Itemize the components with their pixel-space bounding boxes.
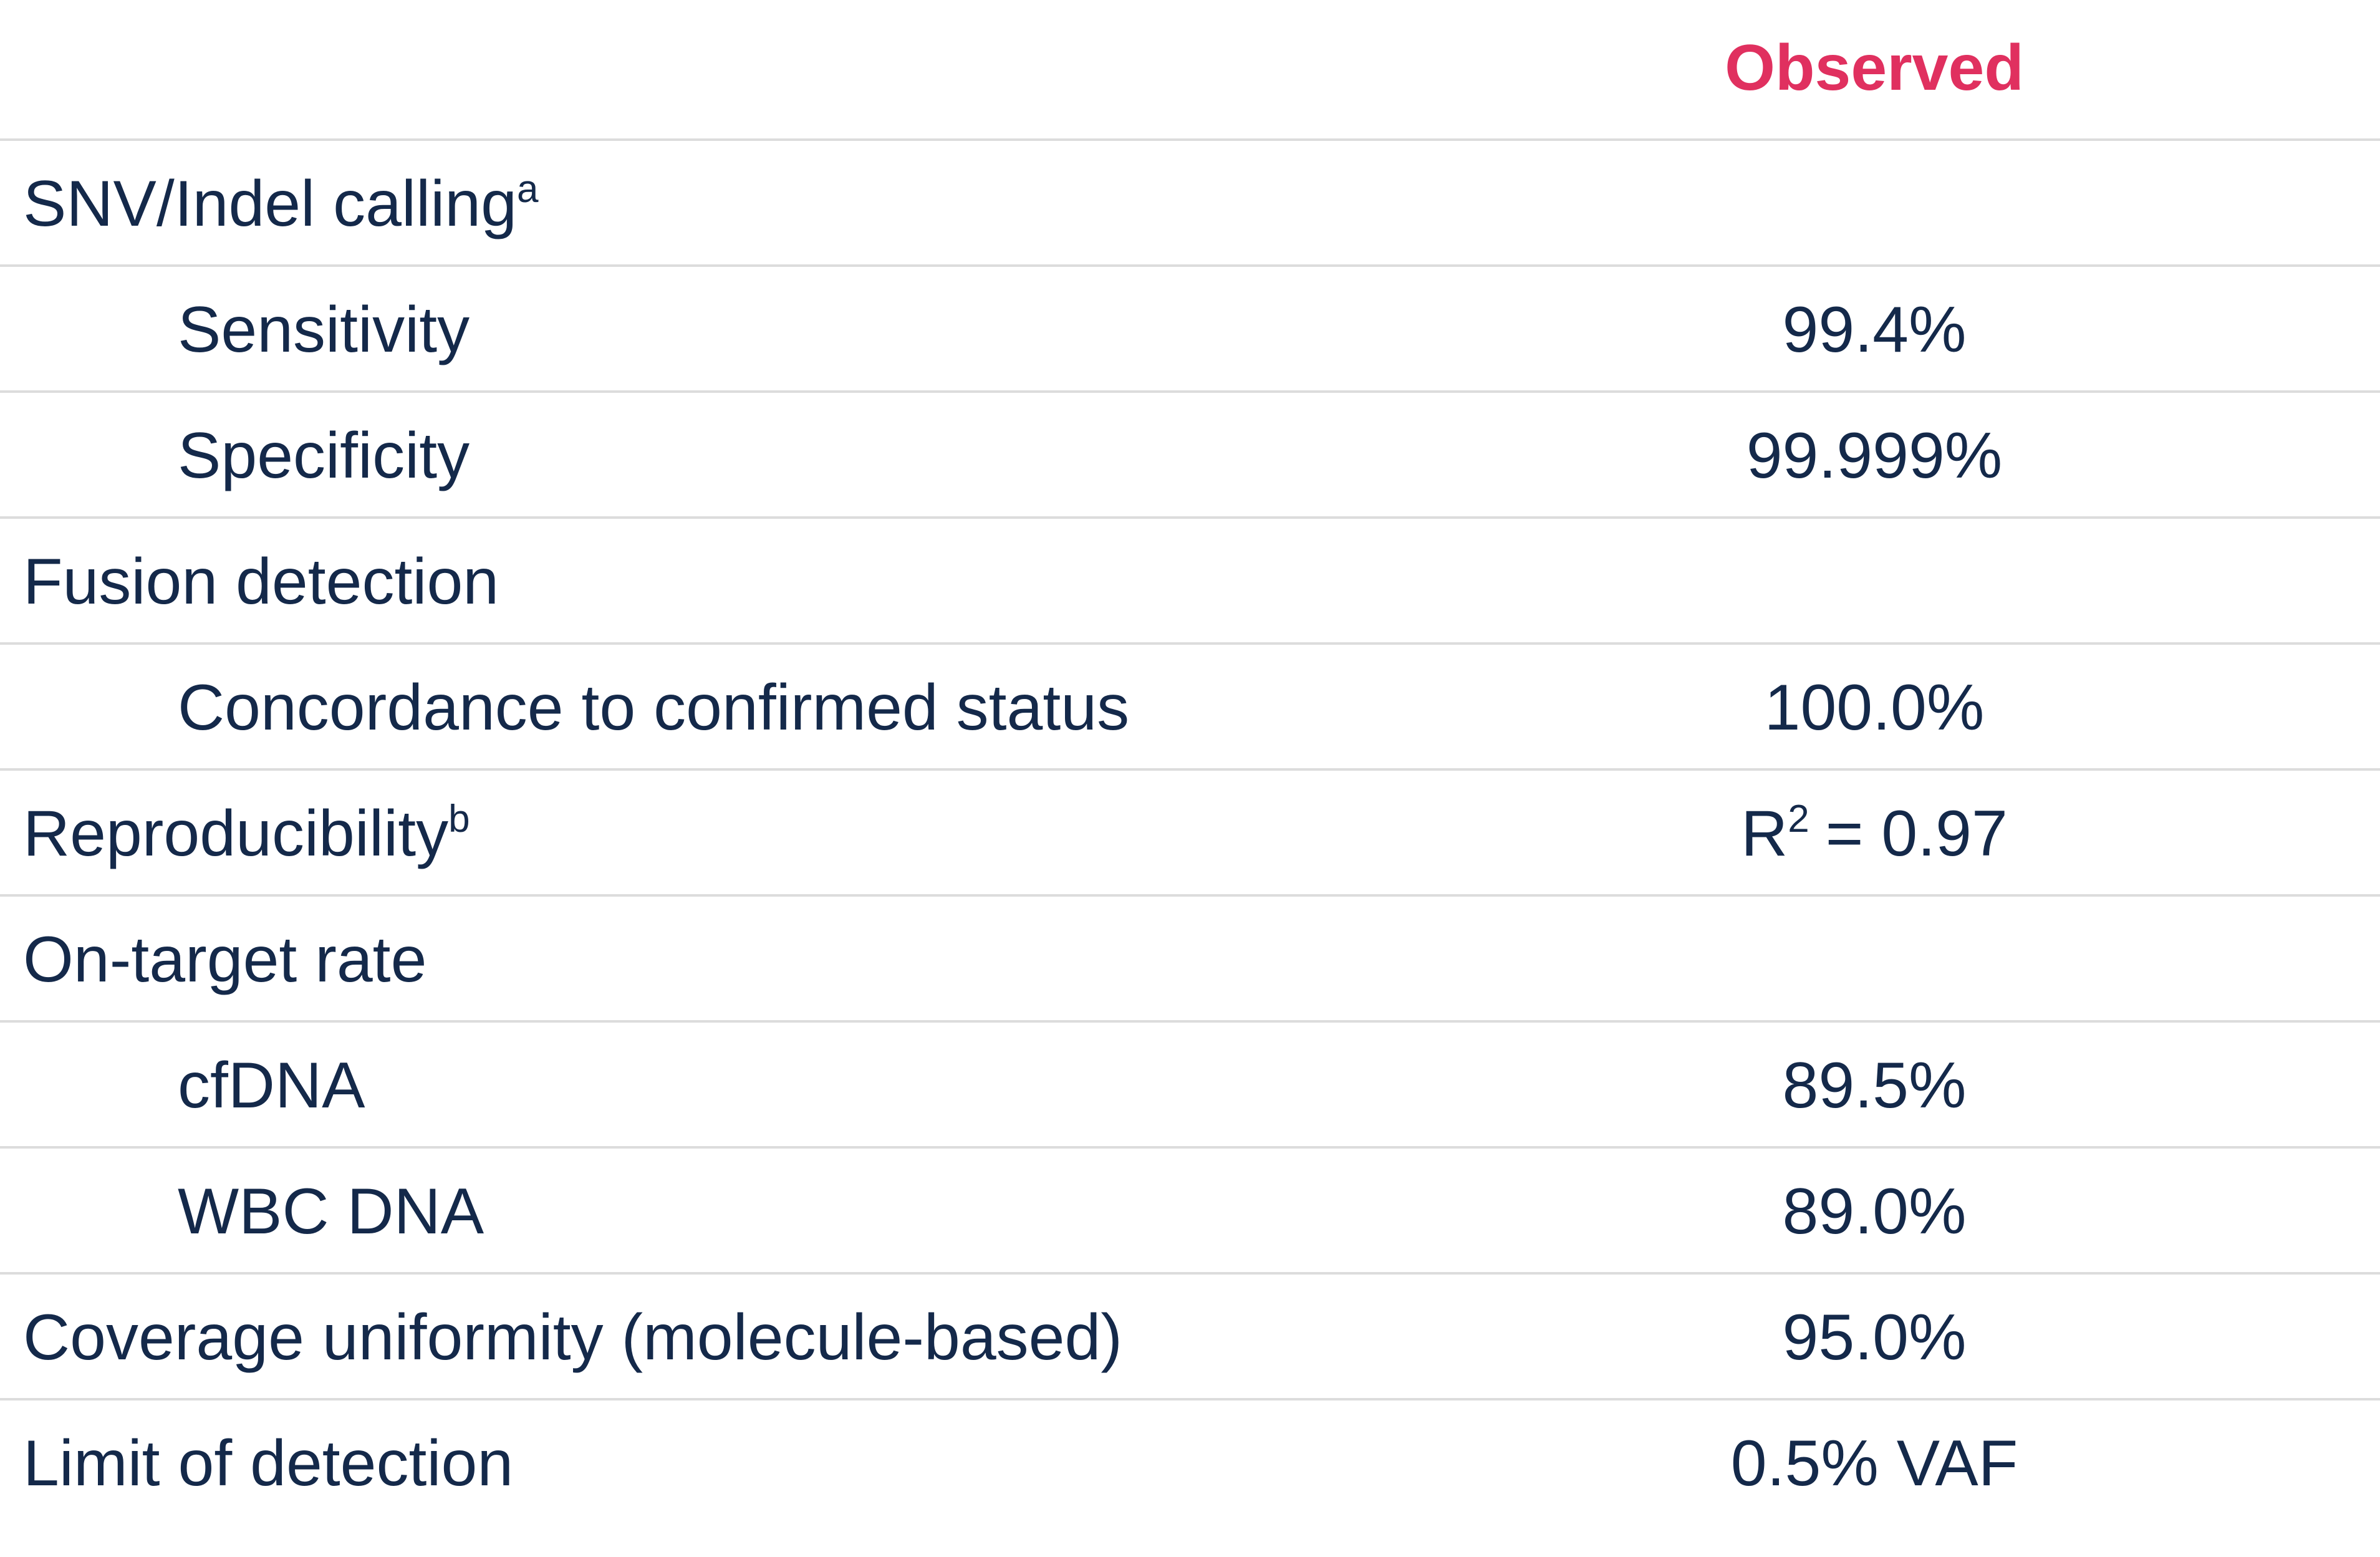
row-label: SNV/Indel callinga: [23, 167, 538, 241]
table-row: Fusion detection: [0, 519, 2380, 645]
row-value: 95.0%: [1782, 1301, 1967, 1374]
table-row: On-target rate: [0, 897, 2380, 1023]
row-value: 99.4%: [1782, 294, 1967, 366]
table-row: Limit of detection 0.5% VAF: [0, 1400, 2380, 1526]
row-label: On-target rate: [23, 923, 427, 996]
row-label: WBC DNA: [178, 1175, 484, 1248]
value-text: R: [1741, 798, 1788, 870]
value-text: = 0.97: [1825, 798, 2008, 870]
row-label: Sensitivity: [178, 294, 470, 366]
superscript: 2: [1788, 798, 1809, 841]
column-header: Observed: [1725, 32, 2024, 104]
table-row: Sensitivity 99.4%: [0, 267, 2380, 393]
row-value: 0.5% VAF: [1730, 1427, 2018, 1500]
row-label: Limit of detection: [23, 1427, 514, 1500]
footnote-mark: a: [516, 168, 539, 211]
table-row: Specificity 99.999%: [0, 393, 2380, 519]
table-header: Observed: [0, 0, 2380, 141]
table-row: SNV/Indel callinga: [0, 141, 2380, 267]
row-label: Coverage uniformity (molecule-based): [23, 1301, 1122, 1374]
table-row: WBC DNA 89.0%: [0, 1149, 2380, 1275]
table-row: Concordance to confirmed status 100.0%: [0, 645, 2380, 771]
row-value: 89.0%: [1782, 1175, 1967, 1248]
row-value: R2 = 0.97: [1625, 797, 2124, 871]
label-text: Reproducibility: [23, 798, 449, 870]
table-row: cfDNA 89.5%: [0, 1023, 2380, 1149]
label-text: SNV/Indel calling: [23, 168, 517, 240]
row-value: 100.0%: [1764, 672, 1985, 744]
row-label: Specificity: [178, 420, 470, 492]
footnote-mark: b: [448, 798, 470, 841]
row-label: Reproducibilityb: [23, 797, 470, 871]
table-row: Coverage uniformity (molecule-based) 95.0…: [0, 1275, 2380, 1400]
row-label: Fusion detection: [23, 546, 499, 618]
table-row: Reproducibilityb R2 = 0.97: [0, 771, 2380, 897]
row-value: 99.999%: [1746, 420, 2003, 492]
row-label: Concordance to confirmed status: [178, 672, 1130, 744]
row-value: 89.5%: [1782, 1049, 1967, 1122]
row-label: cfDNA: [178, 1049, 365, 1122]
